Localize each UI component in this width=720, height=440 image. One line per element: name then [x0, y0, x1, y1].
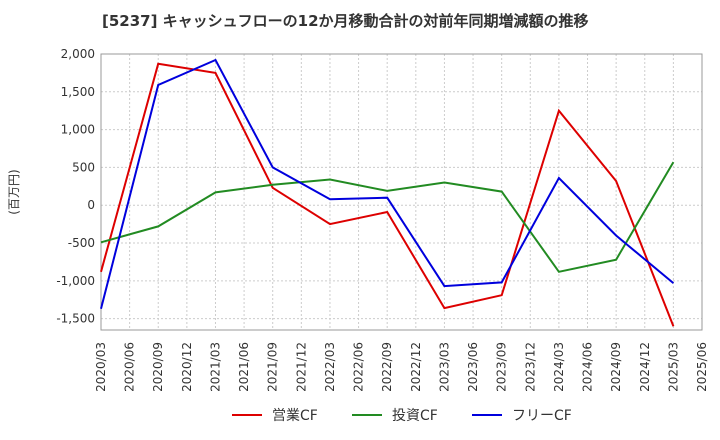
chart-title: [5237] キャッシュフローの12か月移動合計の対前年同期増減額の推移: [102, 12, 589, 30]
x-tick-label: 2024/12: [638, 342, 652, 392]
x-tick-label: 2023/06: [466, 342, 480, 392]
x-tick-label: 2025/06: [695, 342, 709, 392]
grid: [100, 53, 703, 330]
x-tick-label: 2020/06: [123, 342, 137, 392]
x-tick-label: 2024/03: [552, 342, 566, 392]
series-lines: [100, 58, 675, 327]
x-tick-label: 2020/03: [94, 342, 108, 392]
y-tick-label: 1,500: [61, 85, 95, 99]
x-tick-label: 2023/09: [495, 342, 509, 392]
axes: 2,000 1,500 1,000 500 0 -500 -1,000 -1,500 2020/…: [7, 47, 709, 392]
x-tick-label: 2021/03: [208, 342, 222, 392]
x-tick-label: 2020/09: [151, 342, 165, 392]
y-tick-label: -500: [68, 236, 95, 250]
x-tick-label: 2022/03: [323, 342, 337, 392]
y-tick-label: 500: [72, 160, 95, 174]
legend-label: フリーCF: [512, 408, 572, 424]
plot-frame: [100, 53, 703, 331]
y-tick-label: 0: [87, 198, 95, 212]
x-tick-label: 2024/06: [581, 342, 595, 392]
y-tick-label: 1,000: [61, 123, 95, 137]
y-tick-label: -1,500: [56, 312, 95, 326]
x-tick-label: 2022/09: [380, 342, 394, 392]
legend-label: 投資CF: [392, 408, 438, 424]
y-tick-label: -1,000: [56, 274, 95, 288]
x-tick-label: 2024/09: [609, 342, 623, 392]
x-tick-label: 2021/09: [266, 342, 280, 392]
x-tick-label: 2023/03: [437, 342, 451, 392]
y-axis-label: (百万円): [7, 169, 21, 214]
x-tick-label: 2023/12: [523, 342, 537, 392]
x-tick-label: 2021/12: [294, 342, 308, 392]
x-tick-label: 2021/06: [237, 342, 251, 392]
x-tick-label: 2020/12: [180, 342, 194, 392]
y-tick-label: 2,000: [61, 47, 95, 61]
x-tick-label: 2022/12: [409, 342, 423, 392]
legend-label: 営業CF: [272, 408, 318, 424]
x-tick-label: 2025/03: [666, 342, 680, 392]
x-tick-label: 2022/06: [352, 342, 366, 392]
legend: 営業CF 投資CF フリーCF: [232, 408, 572, 424]
